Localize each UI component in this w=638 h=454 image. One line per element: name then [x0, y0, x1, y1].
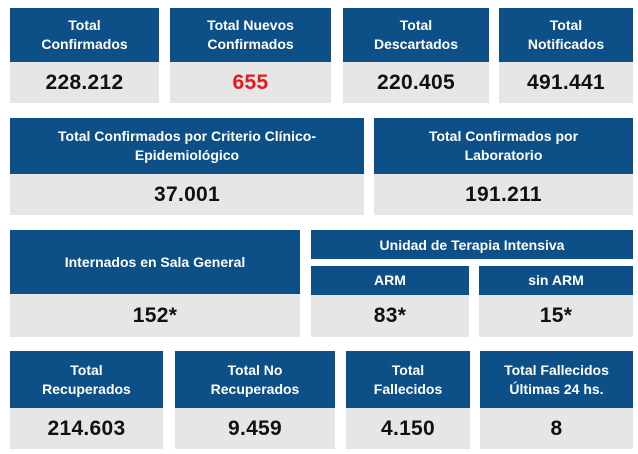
card-total-nuevos-confirmados: Total Nuevos Confirmados 655 — [170, 8, 331, 103]
card-title: sin ARM — [479, 266, 633, 295]
card-value: 220.405 — [343, 62, 489, 103]
card-title: Total Fallecidos Últimas 24 hs. — [480, 351, 633, 408]
card-sin-arm: sin ARM 15* — [479, 266, 633, 337]
card-value: 83* — [311, 295, 469, 337]
card-title: Internados en Sala General — [10, 230, 300, 294]
card-confirmados-laboratorio: Total Confirmados por Laboratorio 191.21… — [374, 118, 633, 215]
card-total-no-recuperados: Total No Recuperados 9.459 — [175, 351, 335, 449]
card-title: Total Fallecidos — [346, 351, 470, 408]
card-total-descartados: Total Descartados 220.405 — [343, 8, 489, 103]
card-arm: ARM 83* — [311, 266, 469, 337]
card-total-recuperados: Total Recuperados 214.603 — [10, 351, 163, 449]
card-title: Total Descartados — [343, 8, 489, 62]
card-title: Total Confirmados — [10, 8, 159, 62]
card-title: Total Nuevos Confirmados — [170, 8, 331, 62]
card-title: Total Recuperados — [10, 351, 163, 408]
card-value: 655 — [170, 62, 331, 103]
card-value: 4.150 — [346, 408, 470, 449]
card-value: 228.212 — [10, 62, 159, 103]
card-value: 37.001 — [10, 174, 364, 215]
card-total-confirmados: Total Confirmados 228.212 — [10, 8, 159, 103]
card-fallecidos-24hs: Total Fallecidos Últimas 24 hs. 8 — [480, 351, 633, 449]
card-title: ARM — [311, 266, 469, 295]
card-value: 191.211 — [374, 174, 633, 215]
card-value: 9.459 — [175, 408, 335, 449]
uti-header: Unidad de Terapia Intensiva — [311, 230, 633, 259]
card-value: 8 — [480, 408, 633, 449]
card-value: 15* — [479, 295, 633, 337]
card-value: 491.441 — [499, 62, 633, 103]
card-title: Total Notificados — [499, 8, 633, 62]
card-title: Total Confirmados por Criterio Clínico- … — [10, 118, 364, 174]
card-confirmados-criterio-clinico: Total Confirmados por Criterio Clínico- … — [10, 118, 364, 215]
card-total-fallecidos: Total Fallecidos 4.150 — [346, 351, 470, 449]
card-value: 214.603 — [10, 408, 163, 449]
card-total-notificados: Total Notificados 491.441 — [499, 8, 633, 103]
card-internados-sala-general: Internados en Sala General 152* — [10, 230, 300, 337]
card-title: Total Confirmados por Laboratorio — [374, 118, 633, 174]
card-value: 152* — [10, 294, 300, 337]
card-title: Total No Recuperados — [175, 351, 335, 408]
